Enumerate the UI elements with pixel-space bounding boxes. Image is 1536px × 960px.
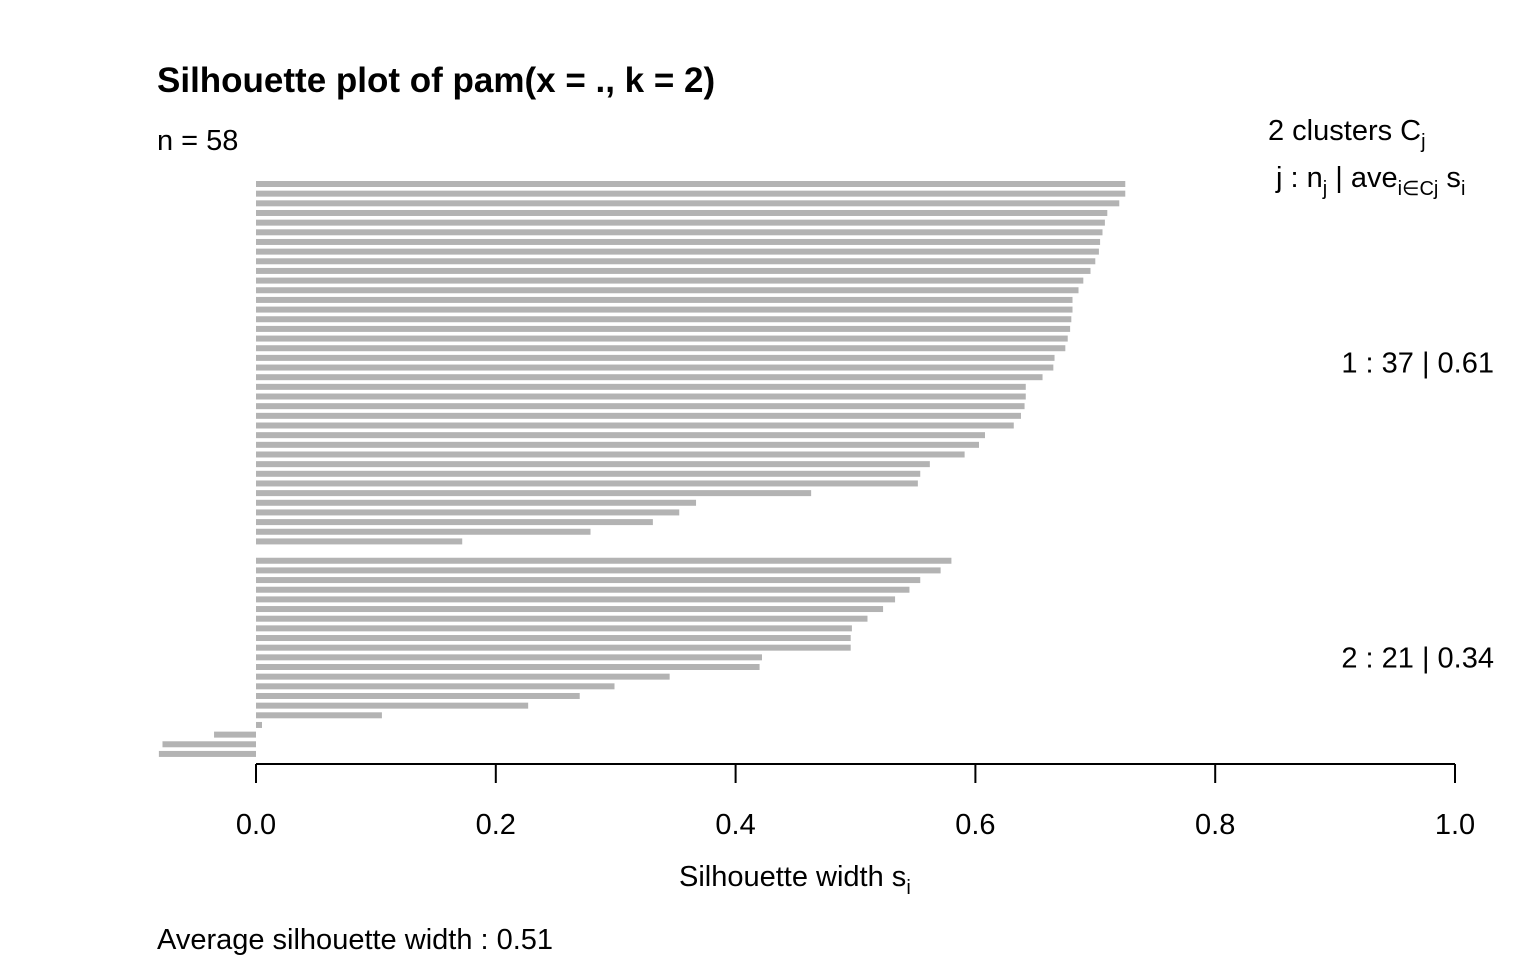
silhouette-bar-c1-1 — [256, 181, 1126, 187]
silhouette-bar-c1-4 — [256, 209, 1108, 216]
silhouette-bar-c2-3 — [256, 577, 921, 584]
silhouette-bar-c1-28 — [256, 441, 979, 448]
silhouette-bar-c1-11 — [256, 277, 1084, 284]
x-tick-label-1: 0.0 — [236, 809, 276, 841]
silhouette-bar-c2-10 — [256, 644, 851, 651]
silhouette-bar-c2-2 — [256, 567, 941, 574]
cluster-1-label: 1 : 37 | 0.61 — [1341, 348, 1494, 380]
legend-header-line1: 2 clusters Cj — [1268, 115, 1426, 153]
silhouette-bar-c1-35 — [256, 509, 680, 516]
silhouette-bar-c1-32 — [256, 480, 918, 487]
silhouette-bar-c1-38 — [256, 538, 463, 545]
silhouette-bar-c1-20 — [256, 364, 1054, 371]
x-tick-label-6: 1.0 — [1435, 809, 1475, 841]
silhouette-bar-c2-19 — [214, 731, 256, 738]
silhouette-bar-c1-37 — [256, 528, 591, 535]
silhouette-bar-c2-6 — [256, 606, 884, 613]
silhouette-bar-c1-9 — [256, 258, 1096, 265]
silhouette-bar-c2-1 — [256, 557, 952, 564]
silhouette-bar-c1-13 — [256, 296, 1073, 303]
x-tick-label-3: 0.4 — [715, 809, 755, 841]
silhouette-bar-c1-25 — [256, 412, 1021, 419]
x-tick-label-5: 0.8 — [1195, 809, 1235, 841]
silhouette-bar-c2-11 — [256, 654, 762, 661]
x-axis-label: Silhouette width si — [679, 861, 911, 899]
cluster-labels: 1 : 37 | 0.61 2 : 21 | 0.34 — [1341, 348, 1494, 675]
silhouette-bar-c2-7 — [256, 615, 868, 622]
silhouette-bar-c2-21 — [158, 750, 256, 757]
silhouette-bar-c1-5 — [256, 219, 1105, 226]
silhouette-bar-c1-12 — [256, 287, 1079, 294]
silhouette-bar-c1-2 — [256, 190, 1126, 197]
silhouette-bar-c1-8 — [256, 248, 1099, 255]
silhouette-bar-c1-10 — [256, 267, 1091, 274]
sample-size-label: n = 58 — [157, 125, 238, 157]
silhouette-bar-c1-33 — [256, 490, 812, 497]
silhouette-bar-c1-3 — [256, 200, 1120, 207]
silhouette-bar-c2-12 — [256, 664, 760, 670]
silhouette-bar-c1-34 — [256, 499, 697, 506]
silhouette-bar-c1-18 — [256, 345, 1066, 352]
silhouette-bar-c1-17 — [256, 335, 1068, 342]
silhouette-bar-c1-16 — [256, 325, 1071, 332]
silhouette-bar-c2-20 — [162, 741, 256, 748]
silhouette-bar-c2-14 — [256, 683, 615, 690]
silhouette-bar-c2-16 — [256, 702, 529, 709]
silhouette-bar-c1-31 — [256, 470, 921, 477]
silhouette-bar-c1-27 — [256, 432, 985, 439]
silhouette-bar-c1-29 — [256, 451, 965, 458]
silhouette-bar-c2-8 — [256, 625, 852, 632]
silhouette-bar-c2-13 — [256, 673, 670, 680]
silhouette-bar-c2-18 — [256, 721, 262, 728]
silhouette-bar-c1-23 — [256, 393, 1026, 400]
silhouette-bar-c1-30 — [256, 461, 930, 468]
silhouette-bar-c1-19 — [256, 354, 1055, 361]
x-tick-label-4: 0.6 — [955, 809, 995, 841]
silhouette-bars — [158, 181, 1126, 757]
silhouette-bar-c2-15 — [256, 692, 580, 699]
average-silhouette-width: Average silhouette width : 0.51 — [157, 924, 553, 956]
silhouette-bar-c2-5 — [256, 596, 896, 603]
silhouette-bar-c2-17 — [256, 712, 382, 719]
silhouette-bar-c1-14 — [256, 306, 1073, 313]
cluster-2-label: 2 : 21 | 0.34 — [1341, 642, 1494, 674]
silhouette-bar-c2-4 — [256, 586, 910, 593]
silhouette-bar-c1-21 — [256, 374, 1043, 381]
silhouette-bar-c1-22 — [256, 383, 1026, 390]
silhouette-bar-c1-6 — [256, 229, 1103, 236]
silhouette-bar-c1-15 — [256, 316, 1072, 323]
silhouette-bar-c1-7 — [256, 238, 1101, 245]
silhouette-bar-c1-26 — [256, 422, 1014, 429]
x-tick-label-2: 0.2 — [476, 809, 516, 841]
legend-header-line2: j : nj | avei∈Cj si — [1275, 162, 1465, 200]
silhouette-bar-c1-36 — [256, 519, 653, 526]
x-axis: 0.0 0.2 0.4 0.6 0.8 1.0 — [236, 763, 1475, 841]
silhouette-bar-c2-9 — [256, 635, 851, 642]
chart-title: Silhouette plot of pam(x = ., k = 2) — [157, 61, 715, 100]
silhouette-bar-c1-24 — [256, 403, 1025, 410]
